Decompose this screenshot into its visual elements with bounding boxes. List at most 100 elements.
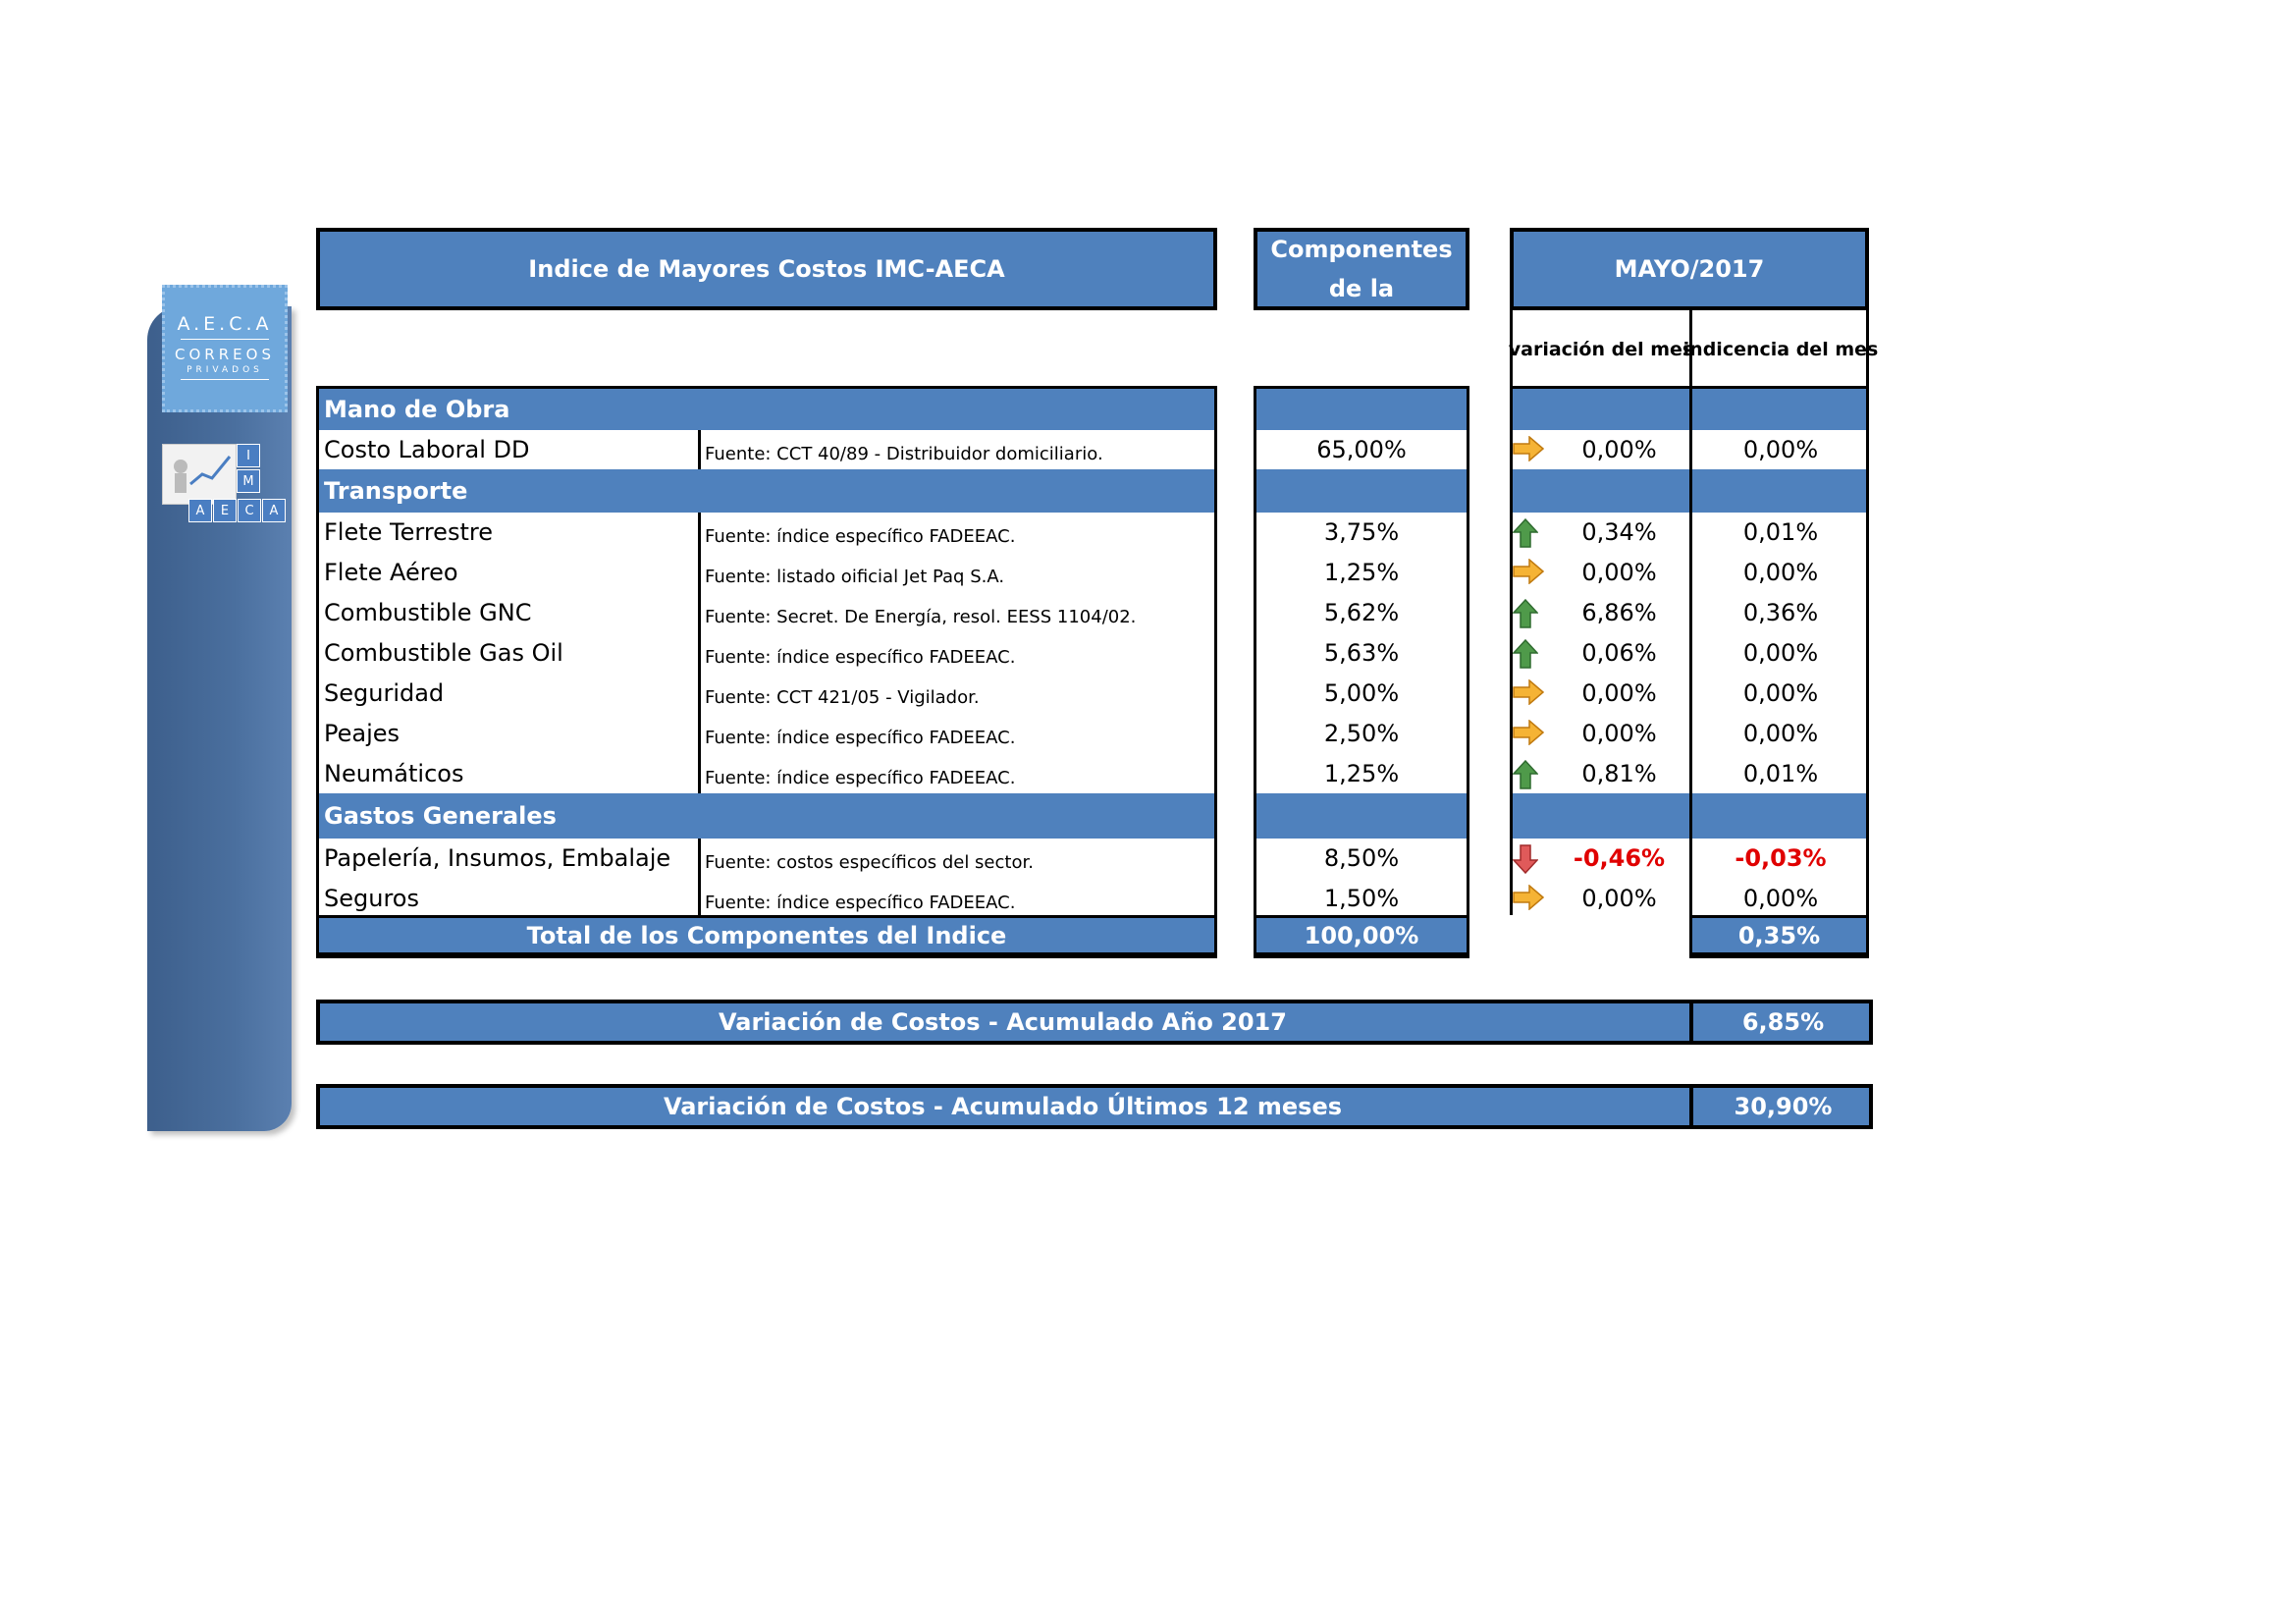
row-source: Fuente: Secret. De Energía, resol. EESS … <box>705 606 1137 627</box>
block-a2: A <box>262 499 286 522</box>
block-e: E <box>213 499 237 522</box>
row-incidencia: 0,00% <box>1742 559 1819 587</box>
row-variacion: 0,81% <box>1581 760 1657 788</box>
summary-bar <box>316 1084 1873 1129</box>
row-source: Fuente: índice específico FADEEAC. <box>705 525 1016 547</box>
row-variacion: 0,00% <box>1581 720 1657 748</box>
table-top-border <box>316 386 1217 389</box>
logo-line1: A.E.C.A <box>177 313 273 335</box>
arrow-right-icon <box>1513 884 1545 914</box>
column-divider <box>698 513 701 793</box>
category-gastos: Gastos Generales <box>316 793 1217 839</box>
row-incidencia: 0,00% <box>1742 720 1819 748</box>
period-header: MAYO/2017 <box>1510 228 1869 310</box>
variation-border <box>1866 310 1869 915</box>
summary-value: 6,85% <box>1741 1008 1825 1036</box>
row-source: Fuente: CCT 421/05 - Vigilador. <box>705 686 980 708</box>
summary-value: 30,90% <box>1734 1093 1833 1120</box>
row-name: Combustible GNC <box>324 599 532 627</box>
row-variacion: 0,06% <box>1581 639 1657 668</box>
row-incidencia: -0,03% <box>1735 844 1827 873</box>
logo-line2: CORREOS <box>175 346 275 363</box>
summary-bar <box>316 1000 1873 1045</box>
row-pct: 5,62% <box>1323 599 1400 627</box>
row-variacion: -0,46% <box>1573 844 1666 873</box>
totals-incidencia: 0,35% <box>1689 915 1869 958</box>
row-pct: 1,25% <box>1323 559 1400 587</box>
arrow-down-icon <box>1512 844 1539 878</box>
col-header-variacion: variación del mes <box>1508 339 1694 360</box>
row-variacion: 0,34% <box>1581 518 1657 547</box>
row-name: Flete Aéreo <box>324 559 458 587</box>
block-c: C <box>238 499 261 522</box>
row-name: Papelería, Insumos, Embalaje <box>324 844 671 873</box>
row-incidencia: 0,00% <box>1742 885 1819 913</box>
variation-top-border <box>1510 386 1869 389</box>
col-header-incidencia: indicencia del mes <box>1682 339 1879 360</box>
block-i: I <box>237 444 260 467</box>
arrow-up-icon <box>1512 598 1539 632</box>
row-source: Fuente: índice específico FADEEAC. <box>705 767 1016 788</box>
arrow-right-icon <box>1513 678 1545 709</box>
arrow-right-icon <box>1513 558 1545 588</box>
row-name: Peajes <box>324 720 400 748</box>
arrow-right-icon <box>1513 435 1545 465</box>
imc-graphic: I M A E C A <box>162 444 288 524</box>
column-divider <box>698 430 701 469</box>
row-pct: 3,75% <box>1323 518 1400 547</box>
category-transporte: Transporte <box>316 469 1217 513</box>
table-border <box>316 389 319 915</box>
components-header: % Componentes de la Estructura <box>1254 196 1469 342</box>
summary-label: Variación de Costos - Acumulado Año 2017 <box>719 1008 1287 1036</box>
row-pct: 5,00% <box>1323 679 1400 708</box>
row-name: Flete Terrestre <box>324 518 493 547</box>
table-title: Indice de Mayores Costos IMC-AECA <box>316 228 1217 310</box>
row-incidencia: 0,00% <box>1742 436 1819 464</box>
block-m: M <box>237 469 260 493</box>
arrow-up-icon <box>1512 759 1539 793</box>
row-pct: 1,50% <box>1323 885 1400 913</box>
row-pct: 2,50% <box>1323 720 1400 748</box>
summary-label: Variación de Costos - Acumulado Últimos … <box>663 1093 1343 1120</box>
row-incidencia: 0,00% <box>1742 639 1819 668</box>
totals-label: Total de los Componentes del Indice <box>316 915 1217 958</box>
category-pct-cell <box>1254 389 1469 430</box>
row-source: Fuente: CCT 40/89 - Distribuidor domicil… <box>705 443 1103 464</box>
pct-border <box>1254 389 1256 915</box>
row-name: Seguros <box>324 885 419 913</box>
totals-pct: 100,00% <box>1254 915 1469 958</box>
row-source: Fuente: costos específicos del sector. <box>705 851 1034 873</box>
row-incidencia: 0,00% <box>1742 679 1819 708</box>
pct-border <box>1467 389 1469 915</box>
row-source: Fuente: índice específico FADEEAC. <box>705 727 1016 748</box>
row-name: Combustible Gas Oil <box>324 639 563 668</box>
arrow-right-icon <box>1513 719 1545 749</box>
row-variacion: 0,00% <box>1581 436 1657 464</box>
row-incidencia: 0,36% <box>1742 599 1819 627</box>
row-pct: 8,50% <box>1323 844 1400 873</box>
row-name: Costo Laboral DD <box>324 436 530 464</box>
block-a: A <box>188 499 212 522</box>
row-incidencia: 0,01% <box>1742 518 1819 547</box>
row-name: Seguridad <box>324 679 445 708</box>
summary-divider <box>1689 1084 1693 1129</box>
category-mano-obra: Mano de Obra <box>316 389 1217 430</box>
logo-divider <box>181 339 269 340</box>
category-pct-cell <box>1254 469 1469 513</box>
row-source: Fuente: listado oificial Jet Paq S.A. <box>705 566 1005 587</box>
row-pct: 65,00% <box>1316 436 1407 464</box>
arrow-up-icon <box>1512 517 1539 552</box>
summary-divider <box>1689 1000 1693 1045</box>
row-pct: 5,63% <box>1323 639 1400 668</box>
category-pct-cell <box>1254 793 1469 839</box>
row-source: Fuente: índice específico FADEEAC. <box>705 892 1016 913</box>
variation-border <box>1510 310 1513 915</box>
table-border <box>1214 389 1217 915</box>
variation-border <box>1689 310 1692 915</box>
pct-top-border <box>1254 386 1469 389</box>
row-source: Fuente: índice específico FADEEAC. <box>705 646 1016 668</box>
row-name: Neumáticos <box>324 760 464 788</box>
column-divider <box>698 839 701 915</box>
row-variacion: 0,00% <box>1581 885 1657 913</box>
logo-divider-bottom <box>181 379 269 380</box>
